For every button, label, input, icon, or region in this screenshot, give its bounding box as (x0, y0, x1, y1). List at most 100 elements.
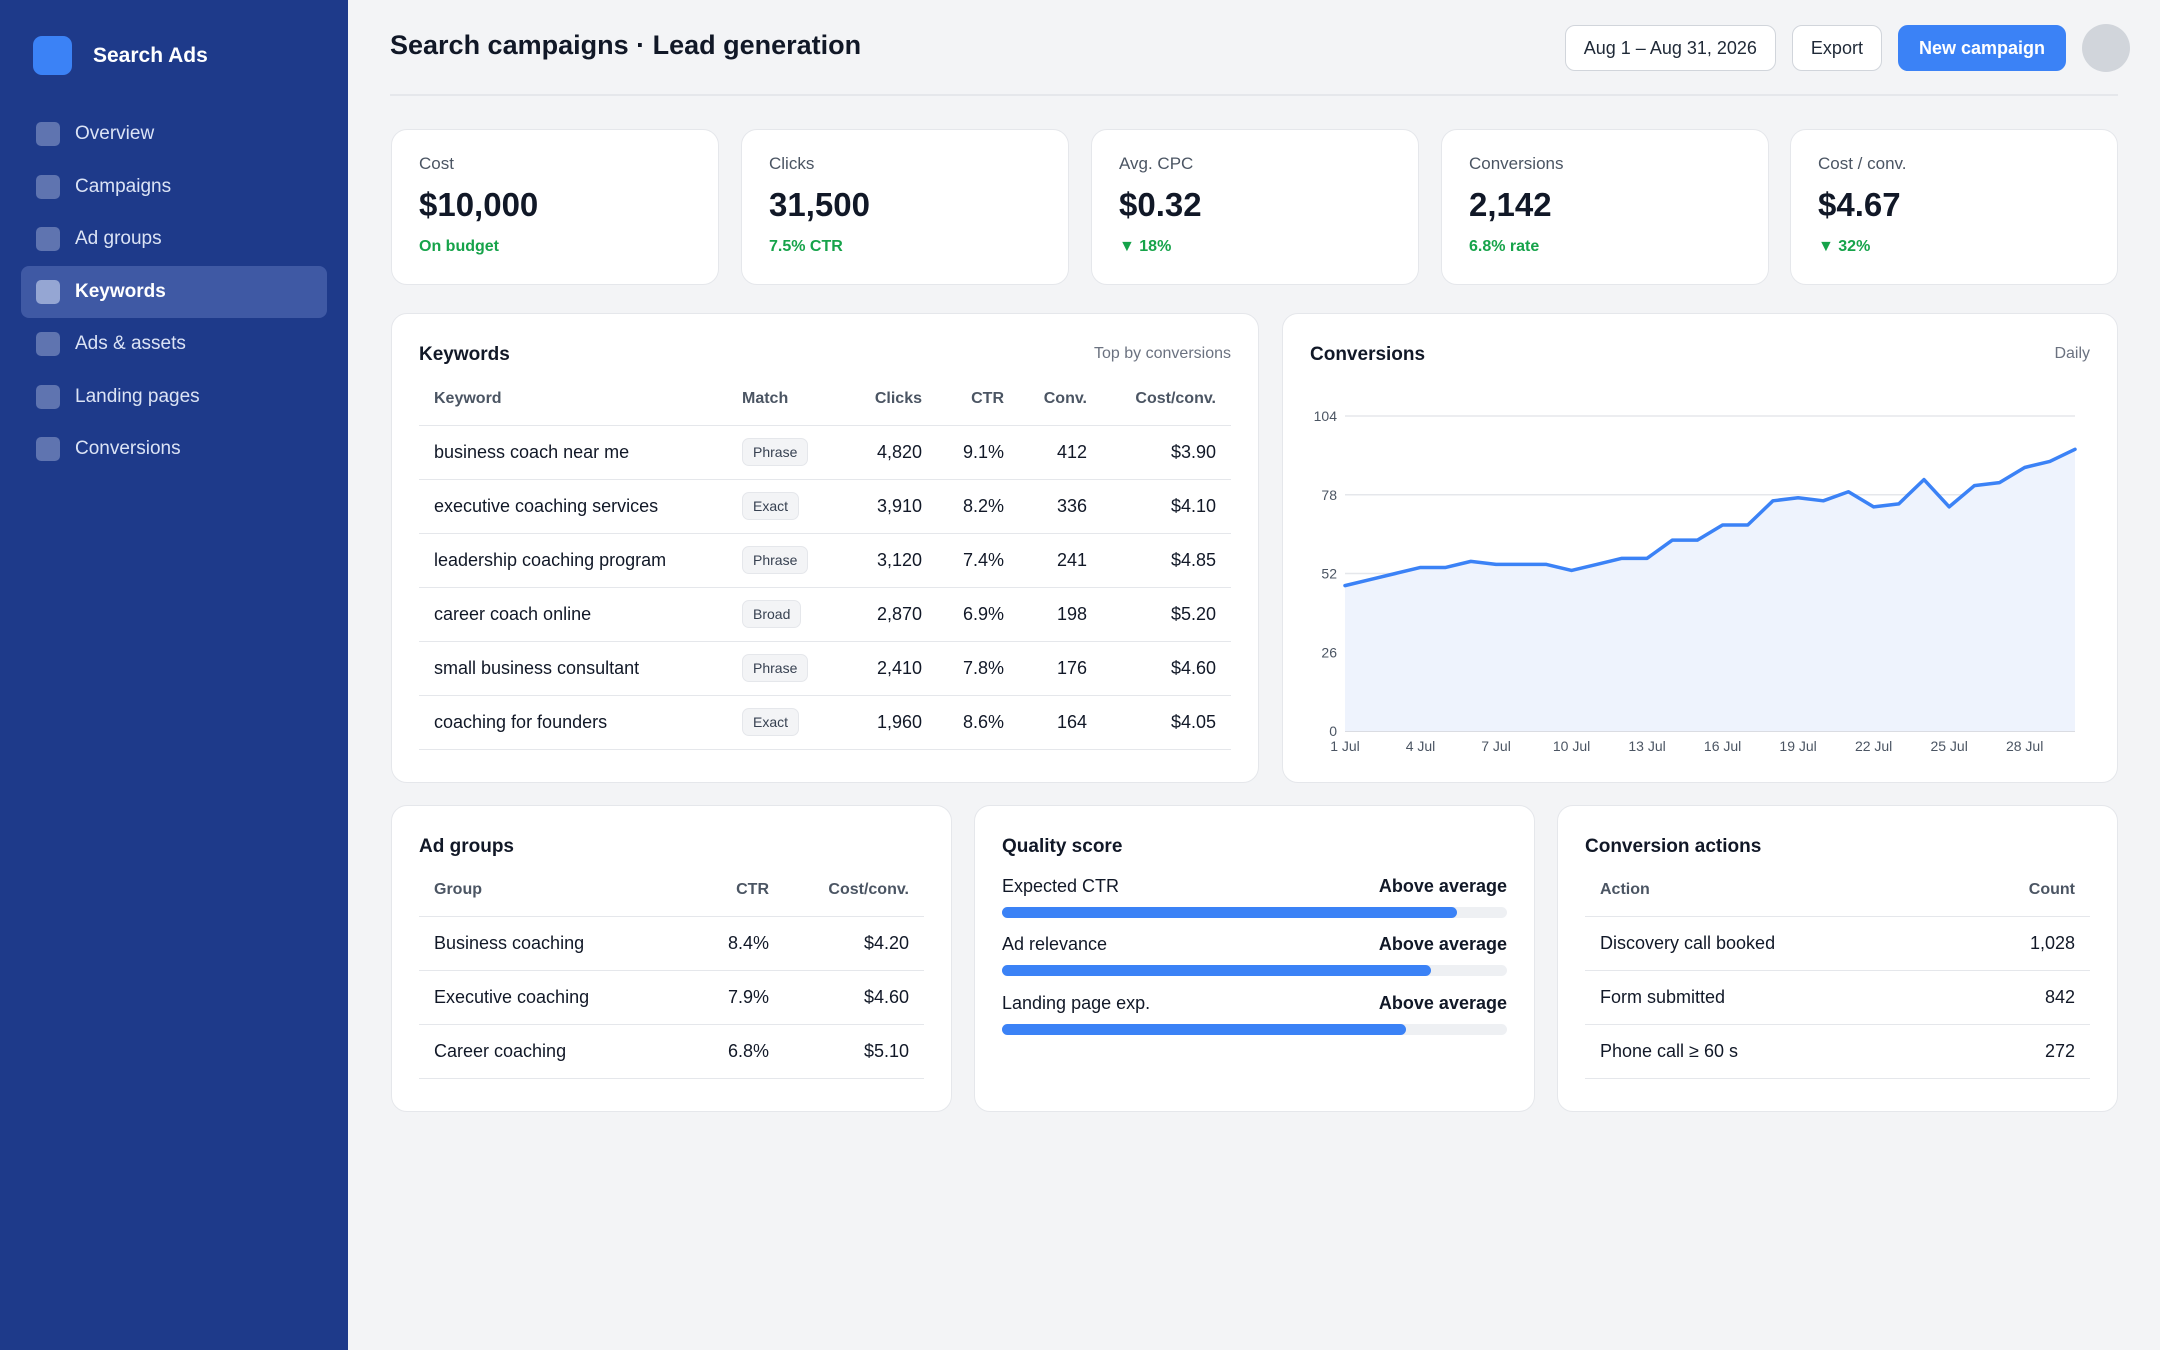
ad-groups-card: Ad groups Group CTR Cost/conv. Business … (391, 805, 952, 1112)
kpi-value: 2,142 (1469, 186, 1552, 223)
action-cell: Form submitted (1585, 970, 1945, 1025)
column-header-group[interactable]: Group (419, 864, 684, 917)
ctr-cell: 7.8% (937, 641, 1019, 696)
count-cell: 272 (1945, 1024, 2090, 1079)
brand[interactable]: Search Ads (33, 36, 208, 75)
y-tick-label: 52 (1321, 566, 1337, 582)
sidebar-item-overview[interactable]: Overview (21, 108, 327, 160)
column-header-cost-per-conv[interactable]: Cost/conv. (784, 864, 924, 917)
keyword-cell: small business consultant (419, 641, 727, 696)
table-row[interactable]: career coach online Broad 2,870 6.9% 198… (419, 587, 1231, 642)
x-tick-label: 19 Jul (1779, 738, 1816, 754)
quality-score-item: Expected CTR Above average (1002, 876, 1507, 918)
column-header-ctr[interactable]: CTR (684, 864, 784, 917)
keywords-card: Keywords Top by conversions Keyword Matc… (391, 313, 1259, 783)
ctr-cell: 8.2% (937, 479, 1019, 534)
quality-score-fill (1002, 965, 1432, 976)
kpi-delta: ▼ 32% (1818, 238, 1871, 255)
table-row[interactable]: Form submitted 842 (1585, 970, 2090, 1025)
conversion-actions-card: Conversion actions Action Count Discover… (1557, 805, 2118, 1112)
table-header-row: Action Count (1585, 864, 2090, 917)
ctr-cell: 6.8% (684, 1024, 784, 1079)
logo-icon (33, 36, 72, 75)
campaigns-icon (36, 174, 60, 199)
x-tick-label: 25 Jul (1930, 738, 1967, 754)
sidebar-item-ads-assets[interactable]: Ads & assets (21, 318, 327, 370)
quality-score-card: Quality score Expected CTR Above average … (974, 805, 1535, 1112)
table-row[interactable]: coaching for founders Exact 1,960 8.6% 1… (419, 695, 1231, 750)
table-row[interactable]: Discovery call booked 1,028 (1585, 916, 2090, 971)
column-header-keyword[interactable]: Keyword (419, 373, 727, 426)
ctr-cell: 9.1% (937, 425, 1019, 480)
table-row[interactable]: business coach near me Phrase 4,820 9.1%… (419, 425, 1231, 480)
ctr-cell: 7.4% (937, 533, 1019, 588)
sidebar-item-landing-pages[interactable]: Landing pages (21, 371, 327, 423)
table-row[interactable]: Executive coaching 7.9% $4.60 (419, 970, 924, 1025)
column-header-match[interactable]: Match (727, 373, 837, 426)
sidebar-item-ad-groups[interactable]: Ad groups (21, 213, 327, 265)
card-title: Conversions (1310, 344, 1426, 365)
column-header-count[interactable]: Count (1945, 864, 2090, 917)
table-row[interactable]: Phone call ≥ 60 s 272 (1585, 1024, 2090, 1079)
conversions-chart-card: Conversions Daily 0 26 52 78 104 1 Jul 4 Jul 7 … (1282, 313, 2118, 783)
sidebar-item-conversions[interactable]: Conversions (21, 423, 327, 475)
match-badge: Exact (742, 492, 800, 520)
column-header-ctr[interactable]: CTR (937, 373, 1019, 426)
quality-score-item: Landing page exp. Above average (1002, 993, 1507, 1035)
clicks-cell: 2,870 (837, 587, 937, 642)
card-subtitle[interactable]: Top by conversions (1094, 345, 1231, 362)
conversions-icon (36, 437, 60, 461)
keyword-cell: coaching for founders (419, 695, 727, 750)
x-tick-label: 22 Jul (1855, 738, 1892, 754)
card-subtitle[interactable]: Daily (2054, 345, 2090, 362)
date-range-button[interactable]: Aug 1 – Aug 31, 2026 (1564, 25, 1776, 71)
ad-groups-table: Group CTR Cost/conv. Business coaching 8… (419, 864, 924, 1079)
table-row[interactable]: Business coaching 8.4% $4.20 (419, 916, 924, 971)
cost-cell: $4.10 (1102, 479, 1231, 534)
series-area (1345, 449, 2075, 731)
column-header-cost-per-conv[interactable]: Cost/conv. (1102, 373, 1231, 426)
column-header-action[interactable]: Action (1585, 864, 1945, 917)
table-row[interactable]: small business consultant Phrase 2,410 7… (419, 641, 1231, 696)
cost-cell: $4.60 (784, 970, 924, 1025)
match-badge: Phrase (742, 438, 809, 466)
kpi-label: Cost (419, 154, 454, 173)
cost-cell: $5.20 (1102, 587, 1231, 642)
table-row[interactable]: Career coaching 6.8% $5.10 (419, 1024, 924, 1079)
quality-score-bar (1002, 965, 1507, 976)
conversion-actions-table: Action Count Discovery call booked 1,028… (1585, 864, 2090, 1079)
app-name: Search Ads (93, 43, 208, 67)
export-button[interactable]: Export (1791, 25, 1882, 71)
quality-score-item: Ad relevance Above average (1002, 934, 1507, 976)
avatar[interactable] (2082, 24, 2130, 72)
kpi-value: $4.67 (1818, 186, 1901, 223)
keyword-cell: career coach online (419, 587, 727, 642)
column-header-conv[interactable]: Conv. (1019, 373, 1102, 426)
conv-cell: 198 (1019, 587, 1102, 642)
clicks-cell: 2,410 (837, 641, 937, 696)
quality-score-fill (1002, 907, 1457, 918)
sidebar-item-campaigns[interactable]: Campaigns (21, 161, 327, 213)
new-campaign-button[interactable]: New campaign (1897, 25, 2066, 71)
match-badge: Broad (742, 600, 802, 628)
kpi-value: $0.32 (1119, 186, 1202, 223)
table-row[interactable]: executive coaching services Exact 3,910 … (419, 479, 1231, 534)
kpi-value: 31,500 (769, 186, 870, 223)
kpi-delta: 7.5% CTR (769, 238, 843, 255)
table-row[interactable]: leadership coaching program Phrase 3,120… (419, 533, 1231, 588)
column-header-clicks[interactable]: Clicks (837, 373, 937, 426)
series-line (1343, 447, 2077, 588)
kpi-label: Clicks (769, 154, 815, 173)
x-tick-label: 16 Jul (1704, 738, 1741, 754)
ctr-cell: 8.4% (684, 916, 784, 971)
kpi-label: Conversions (1469, 154, 1564, 173)
sidebar-item-label: Overview (75, 123, 155, 144)
sidebar-item-keywords[interactable]: Keywords (21, 265, 327, 318)
quality-score-fill (1002, 1024, 1406, 1035)
cost-cell: $4.85 (1102, 533, 1231, 588)
clicks-cell: 3,910 (837, 479, 937, 534)
kpi-card-conversions: Conversions 2,142 6.8% rate (1441, 129, 1769, 285)
action-cell: Discovery call booked (1585, 916, 1945, 971)
count-cell: 842 (1945, 970, 2090, 1025)
cost-cell: $4.60 (1102, 641, 1231, 696)
